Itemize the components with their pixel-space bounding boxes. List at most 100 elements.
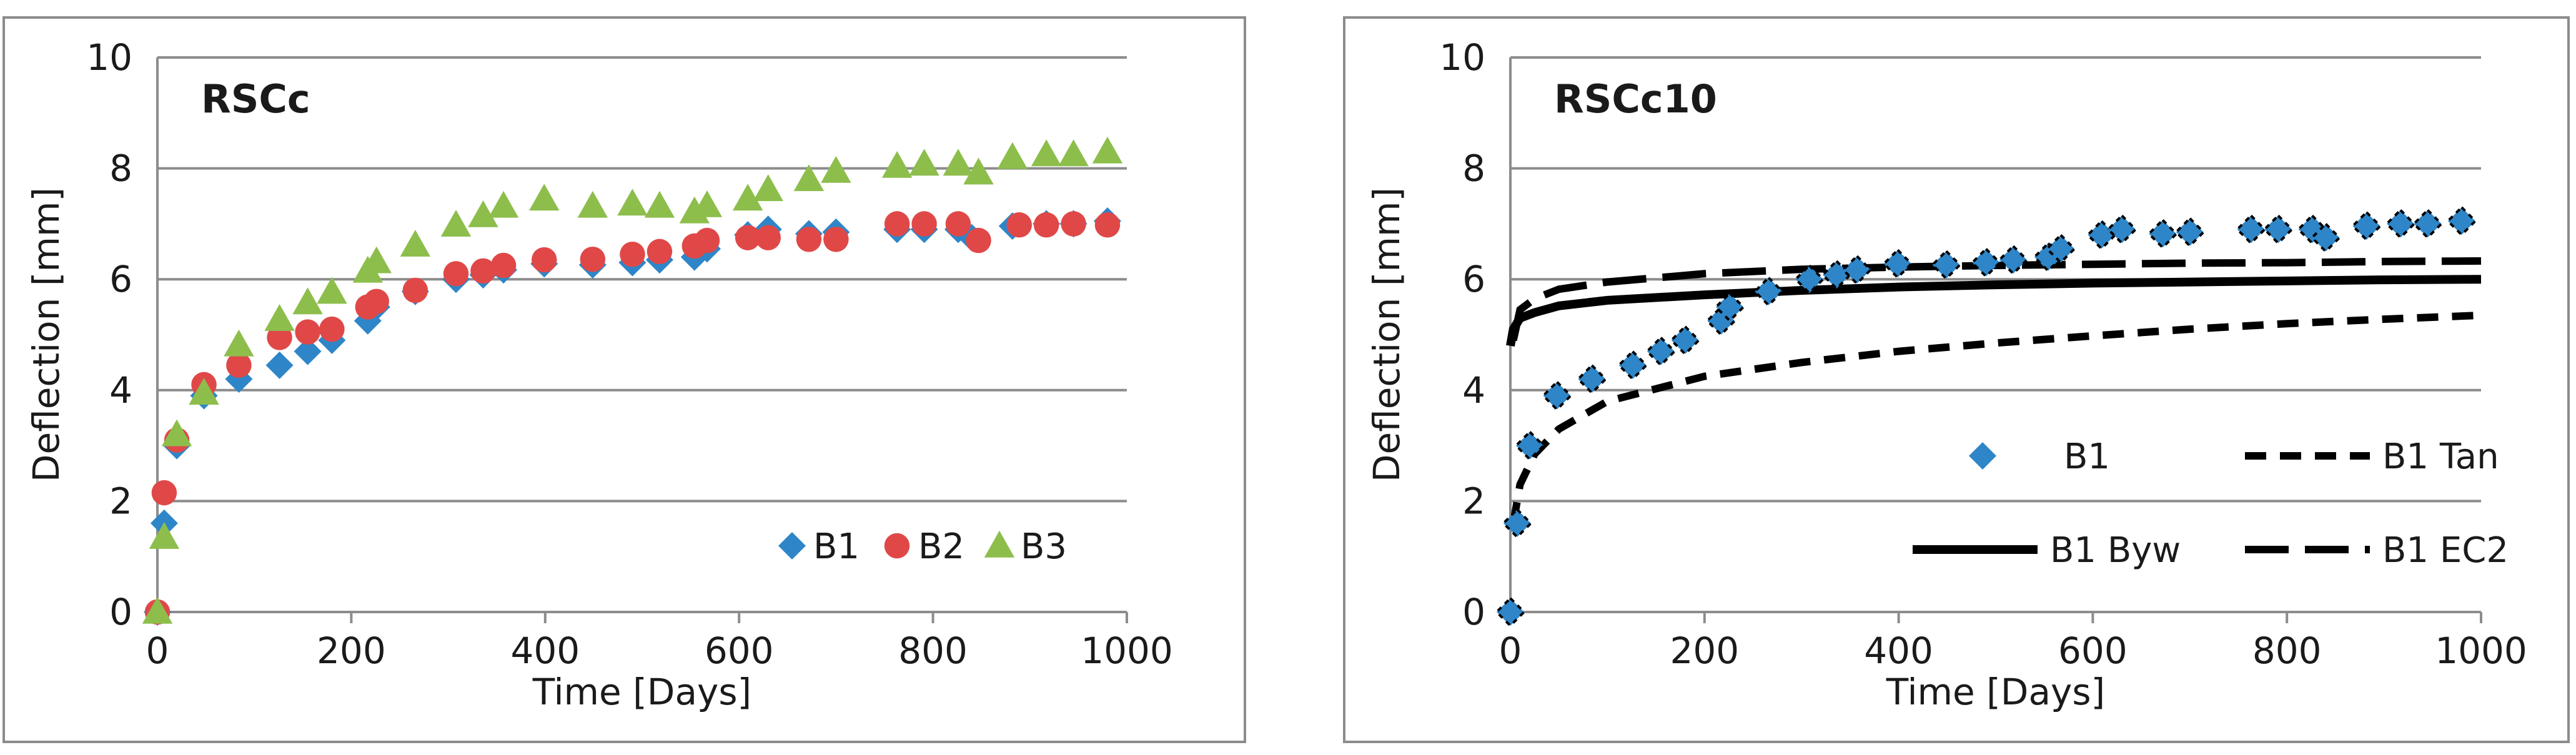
data-point xyxy=(468,200,498,227)
data-point xyxy=(1617,350,1648,381)
data-point xyxy=(821,155,851,183)
data-point xyxy=(911,211,937,237)
data-point xyxy=(909,149,939,176)
x-tick-label: 400 xyxy=(1864,629,1933,672)
y-tick-label: 6 xyxy=(1462,258,1485,300)
data-point xyxy=(1031,139,1062,167)
data-point xyxy=(1033,212,1059,238)
data-point xyxy=(1541,380,1573,412)
series-b1 xyxy=(144,207,1121,626)
data-point xyxy=(796,227,822,252)
data-point xyxy=(319,316,345,342)
data-point xyxy=(945,211,971,237)
data-point xyxy=(691,190,723,217)
data-point xyxy=(265,351,294,379)
data-point xyxy=(317,277,347,304)
data-point xyxy=(1576,363,1608,395)
data-point xyxy=(142,596,173,624)
x-tick-label: 0 xyxy=(1499,629,1522,672)
x-tick-label: 800 xyxy=(898,629,968,672)
legend-label: B1 EC2 xyxy=(2382,530,2509,571)
y-tick-label: 2 xyxy=(109,480,132,522)
data-point xyxy=(2412,208,2444,240)
data-point xyxy=(1061,211,1086,237)
y-tick-label: 4 xyxy=(109,369,132,412)
data-point xyxy=(1645,335,1677,367)
data-point xyxy=(2351,210,2382,242)
legend-label: B3 xyxy=(1021,526,1067,567)
x-tick-label: 200 xyxy=(1670,629,1739,672)
data-point xyxy=(400,229,431,257)
y-tick-label: 6 xyxy=(109,258,132,300)
series-b2 xyxy=(144,211,1121,625)
chart-rscc10: 0 2 4 6 8 10 0 200 400 600 800 1000 Time [Days] Defle… xyxy=(1365,36,2527,713)
y-tick-label: 2 xyxy=(1462,480,1485,522)
x-tick-label: 1000 xyxy=(1081,629,1173,672)
data-point xyxy=(161,419,192,447)
data-point xyxy=(2147,218,2179,250)
series-b1 xyxy=(1495,205,2477,628)
data-point xyxy=(151,480,177,506)
data-point xyxy=(267,325,292,350)
data-point xyxy=(1094,212,1121,238)
x-tick-label: 400 xyxy=(510,629,580,672)
data-point xyxy=(1092,136,1123,164)
legend-marker-b3 xyxy=(984,530,1015,558)
data-point xyxy=(1495,596,1526,628)
data-point xyxy=(620,242,645,267)
x-tick-label: 800 xyxy=(2252,629,2322,672)
data-point xyxy=(694,227,720,254)
legend-marker-b1 xyxy=(778,532,806,560)
data-point xyxy=(793,164,825,192)
y-tick-label: 0 xyxy=(109,591,132,633)
data-point xyxy=(644,190,675,218)
data-point xyxy=(1514,430,1545,461)
data-point xyxy=(490,252,517,279)
data-point xyxy=(488,190,519,218)
x-tick-label: 0 xyxy=(146,629,169,672)
data-point xyxy=(443,261,469,287)
x-tick-label: 600 xyxy=(705,629,774,672)
data-point xyxy=(997,142,1028,169)
chart-panel-rscc: 0 2 4 6 8 10 0 200 400 600 800 1000 Time [Days] Defle… xyxy=(2,16,1246,743)
data-point xyxy=(264,303,295,331)
y-tick-label: 0 xyxy=(1462,591,1485,633)
data-point xyxy=(1930,249,1962,280)
data-point xyxy=(580,246,606,272)
data-point xyxy=(2174,216,2206,248)
data-point xyxy=(402,277,429,303)
data-point xyxy=(1502,508,1533,539)
data-point xyxy=(646,239,673,265)
data-point xyxy=(732,184,763,211)
chart-panel-rscc10: 0 2 4 6 8 10 0 200 400 600 800 1000 Time [Days] Defle… xyxy=(1343,16,2570,743)
data-point xyxy=(2106,214,2138,245)
data-point xyxy=(470,258,496,284)
x-axis-title: Time [Days] xyxy=(1886,671,2105,713)
data-point xyxy=(963,157,994,185)
data-point xyxy=(2262,214,2294,245)
data-point xyxy=(224,329,254,357)
y-tick-label: 8 xyxy=(109,147,132,190)
data-point xyxy=(966,227,991,254)
data-point xyxy=(881,151,913,178)
data-point xyxy=(1998,244,2029,275)
data-point xyxy=(361,246,392,274)
data-point xyxy=(755,225,781,250)
y-tick-label: 4 xyxy=(1462,369,1485,412)
data-point xyxy=(532,247,557,273)
data-point xyxy=(440,209,472,237)
data-point xyxy=(1669,325,1701,356)
series-b3 xyxy=(142,136,1123,624)
x-axis-title: Time [Days] xyxy=(532,671,751,713)
data-point xyxy=(226,352,252,378)
data-point xyxy=(295,319,320,345)
data-point xyxy=(1006,212,1032,238)
data-point xyxy=(2385,208,2416,240)
data-point xyxy=(189,378,219,405)
data-point xyxy=(1970,247,2002,279)
data-point xyxy=(529,184,560,211)
chart-title: RSCc10 xyxy=(1554,76,1717,122)
y-tick-label: 8 xyxy=(1462,147,1485,190)
legend-label: B1 xyxy=(813,526,859,567)
data-point xyxy=(294,337,322,365)
